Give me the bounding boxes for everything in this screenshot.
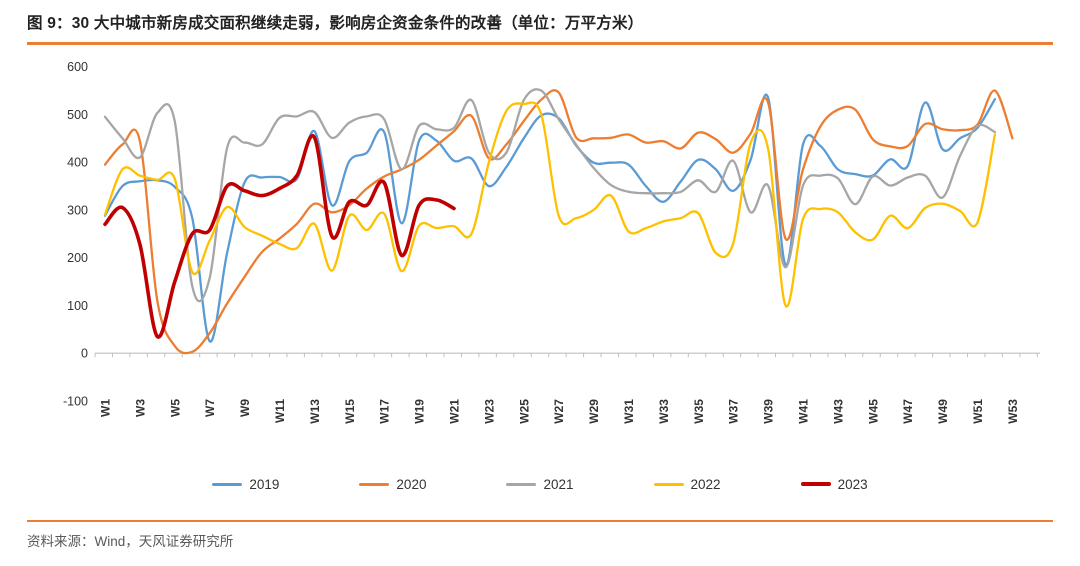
x-axis-label: W21	[448, 399, 462, 424]
y-axis-label: 300	[67, 203, 88, 217]
y-axis-label: 100	[67, 299, 88, 313]
x-axis-label: W19	[413, 399, 427, 424]
legend-swatch-2021	[506, 482, 537, 486]
legend-label-2019: 2019	[249, 476, 280, 492]
y-axis-label: 600	[67, 60, 88, 74]
x-axis-label: W37	[727, 399, 741, 424]
y-axis-label: 500	[67, 108, 88, 122]
x-axis-label: W53	[1006, 399, 1020, 424]
x-axis-label: W25	[517, 399, 531, 424]
legend-label-2021: 2021	[543, 476, 574, 492]
legend-item-2020: 2020	[359, 477, 426, 492]
x-axis-label: W33	[657, 399, 671, 424]
x-axis-label: W39	[762, 399, 776, 424]
legend-swatch-2023	[800, 482, 831, 486]
x-axis-label: W45	[866, 399, 880, 424]
legend-item-2019: 2019	[212, 477, 279, 492]
x-axis-label: W47	[901, 399, 915, 424]
x-axis-label: W35	[692, 399, 706, 424]
y-axis-label: 200	[67, 251, 88, 265]
series-line-2020	[103, 89, 1014, 355]
x-axis-label: W17	[378, 399, 392, 424]
x-axis-label: W29	[587, 399, 601, 424]
series-line-2022	[103, 101, 997, 308]
x-axis-label: W43	[831, 399, 845, 424]
series-line-2021	[103, 88, 997, 303]
chart-legend: 2019 2020 2021 2022 2023	[0, 471, 1080, 497]
legend-swatch-2022	[653, 482, 684, 486]
legend-item-2023: 2023	[800, 476, 868, 492]
y-axis-label: 0	[81, 347, 88, 361]
x-axis-label: W23	[482, 399, 496, 424]
source-note: 资料来源：Wind，天风证券研究所	[27, 534, 234, 549]
series-line-2023	[103, 133, 456, 339]
legend-swatch-2020	[359, 482, 390, 486]
x-axis-label: W41	[797, 399, 811, 424]
x-axis-label: W15	[343, 399, 357, 424]
series-line-2019	[103, 93, 997, 343]
legend-item-2021: 2021	[506, 476, 574, 492]
legend-swatch-2019	[212, 482, 243, 486]
legend-label-2023: 2023	[837, 476, 868, 492]
x-axis-label: W13	[308, 399, 322, 424]
x-axis-label: W51	[971, 399, 985, 424]
x-axis-label: W49	[936, 399, 950, 424]
figure-title: 图 9：30 大中城市新房成交面积继续走弱，影响房企资金条件的改善（单位：万平方…	[27, 15, 644, 32]
x-axis-label: W5	[168, 399, 182, 417]
x-axis-label: W3	[133, 399, 147, 417]
x-axis-label: W27	[552, 399, 566, 424]
footer-divider	[27, 520, 1053, 522]
legend-item-2022: 2022	[653, 476, 721, 492]
y-axis-label: -100	[63, 394, 88, 408]
legend-label-2022: 2022	[690, 476, 721, 492]
x-axis-label: W31	[622, 399, 636, 424]
title-divider	[27, 42, 1053, 45]
x-axis-label: W1	[99, 399, 113, 417]
x-axis-label: W9	[238, 399, 252, 417]
y-axis-label: 400	[67, 156, 88, 170]
x-axis-label: W11	[273, 399, 287, 423]
legend-label-2020: 2020	[396, 476, 427, 492]
x-axis-label: W7	[203, 399, 217, 417]
